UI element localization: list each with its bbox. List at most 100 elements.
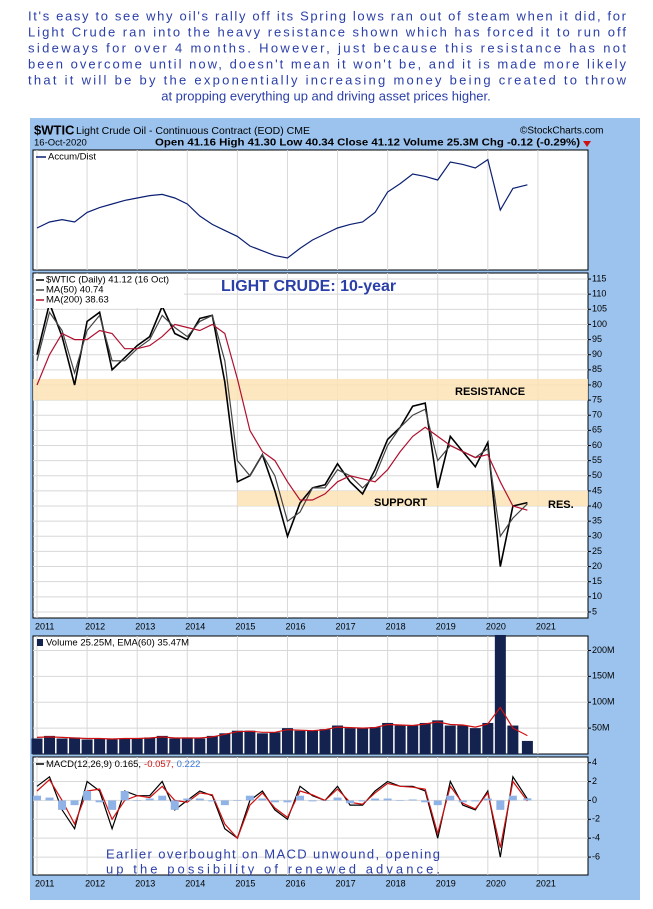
intro-line: sideways for over 4 months. However, jus… <box>28 40 626 55</box>
series-line <box>36 706 528 740</box>
series-line <box>36 323 528 511</box>
histogram-bar <box>145 798 154 801</box>
histogram-bar <box>458 800 467 803</box>
histogram-bar <box>483 798 492 801</box>
x-tick-label: 2011 <box>35 621 54 631</box>
x-tick-label: 2014 <box>185 878 205 888</box>
annotation: SUPPORT <box>374 497 427 509</box>
volume-bar <box>219 733 231 754</box>
volume-bar <box>482 722 494 754</box>
volume-bar <box>319 729 331 754</box>
histogram-bar <box>258 798 267 801</box>
histogram-bar <box>308 800 317 802</box>
y-tick-label: 100M <box>592 697 615 707</box>
histogram-bar <box>133 800 142 801</box>
histogram-bar <box>508 795 517 801</box>
histogram-bar <box>523 798 532 801</box>
intro-line: that it will be by the exponentially inc… <box>28 72 627 87</box>
histogram-bar <box>33 795 42 801</box>
x-tick-label: 2013 <box>135 621 155 631</box>
volume-bar <box>507 725 519 754</box>
x-tick-label: 2019 <box>436 878 456 888</box>
volume-bar <box>69 737 81 754</box>
y-tick-label: 200M <box>592 645 615 655</box>
volume-bar <box>332 725 344 754</box>
x-tick-label: 2016 <box>285 621 305 631</box>
x-tick-label: 2015 <box>235 878 255 888</box>
histogram-bar <box>233 800 242 801</box>
histogram-bar <box>245 795 254 801</box>
histogram-bar <box>120 790 129 801</box>
histogram-bar <box>283 800 292 803</box>
histogram-bar <box>358 800 367 802</box>
x-tick-label: 2012 <box>85 621 105 631</box>
volume-bar <box>194 738 206 754</box>
volume-bar <box>457 725 469 754</box>
x-tick-label: 2019 <box>436 621 456 631</box>
y-tick-label: 95 <box>592 334 602 344</box>
histogram-bar <box>95 800 104 803</box>
panel <box>32 756 589 876</box>
y-tick-label: 105 <box>592 304 607 314</box>
x-tick-label: 2021 <box>536 621 556 631</box>
series-line <box>36 300 528 567</box>
histogram-bar <box>433 800 442 806</box>
y-tick-label: 20 <box>592 561 602 571</box>
histogram-bar <box>333 797 342 801</box>
panel <box>32 149 589 271</box>
y-tick-label: 30 <box>592 531 602 541</box>
x-tick-label: 2018 <box>386 621 406 631</box>
volume-bar <box>231 730 243 754</box>
y-tick-label: 85 <box>592 364 602 374</box>
series-line <box>36 158 528 259</box>
histogram-bar <box>220 800 229 806</box>
series-line <box>36 310 528 538</box>
histogram-bar <box>408 799 417 801</box>
price-band <box>33 378 588 401</box>
annotation: Earlier overbought on MACD unwound, open… <box>106 846 440 861</box>
volume-bar <box>369 727 381 754</box>
legend-label: $WTIC (Daily) 41.12 (16 Oct) <box>46 275 169 286</box>
histogram-bar <box>208 800 217 802</box>
y-tick-label: 4 <box>592 757 597 767</box>
histogram-bar <box>45 797 54 801</box>
y-tick-label: 150M <box>592 671 615 681</box>
y-tick-label: 90 <box>592 349 602 359</box>
volume-bar <box>81 739 93 754</box>
volume-bar <box>244 730 256 754</box>
volume-bar <box>521 740 533 754</box>
volume-bar <box>31 738 43 754</box>
x-tick-label: 2011 <box>35 878 54 888</box>
price-band <box>237 490 588 507</box>
histogram-bar <box>383 798 392 801</box>
volume-bar <box>169 738 181 754</box>
volume-bar <box>394 725 406 754</box>
y-tick-label: 70 <box>592 410 602 420</box>
volume-bar <box>269 732 281 754</box>
y-tick-label: 5 <box>592 606 597 616</box>
legend-label: MA(50) 40.74 <box>46 285 104 296</box>
volume-bar <box>156 735 168 754</box>
volume-bar <box>407 725 419 754</box>
histogram-bar <box>295 795 304 801</box>
x-tick-label: 2017 <box>336 878 356 888</box>
volume-bar <box>106 739 118 754</box>
legend-entry: MACD(12,26,9) 0.165, <box>46 759 141 770</box>
histogram-bar <box>371 798 380 801</box>
histogram-bar <box>170 800 179 810</box>
histogram-bar <box>195 798 204 801</box>
symbol: $WTIC <box>34 122 75 137</box>
histogram-bar <box>108 800 117 810</box>
x-tick-label: 2020 <box>486 621 506 631</box>
y-tick-label: 15 <box>592 576 602 586</box>
y-tick-label: 40 <box>592 500 602 510</box>
x-tick-label: 2014 <box>185 621 205 631</box>
histogram-bar <box>396 800 405 801</box>
legend-entry: -0.057, <box>144 759 174 770</box>
x-tick-label: 2018 <box>386 878 406 888</box>
y-tick-label: 50 <box>592 470 602 480</box>
histogram-bar <box>158 795 167 801</box>
volume-bar <box>44 735 56 754</box>
histogram-bar <box>183 798 192 801</box>
